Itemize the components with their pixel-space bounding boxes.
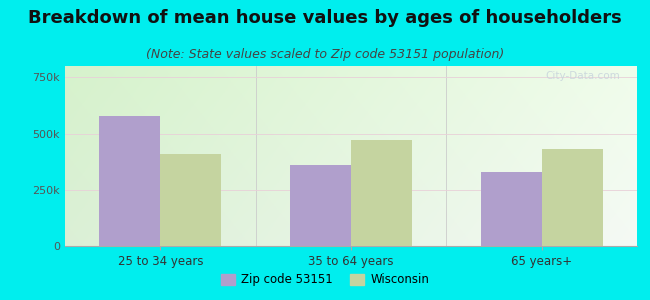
Legend: Zip code 53151, Wisconsin: Zip code 53151, Wisconsin (216, 269, 434, 291)
Bar (290, 165, 351, 246)
Text: (Note: State values scaled to Zip code 53151 population): (Note: State values scaled to Zip code 5… (146, 48, 504, 61)
Text: City-Data.com: City-Data.com (545, 71, 620, 81)
Text: Breakdown of mean house values by ages of householders: Breakdown of mean house values by ages o… (28, 9, 622, 27)
Bar (99, 116, 161, 246)
Bar (541, 149, 603, 246)
Bar (161, 154, 222, 246)
Bar (351, 140, 412, 246)
Bar (480, 172, 541, 246)
